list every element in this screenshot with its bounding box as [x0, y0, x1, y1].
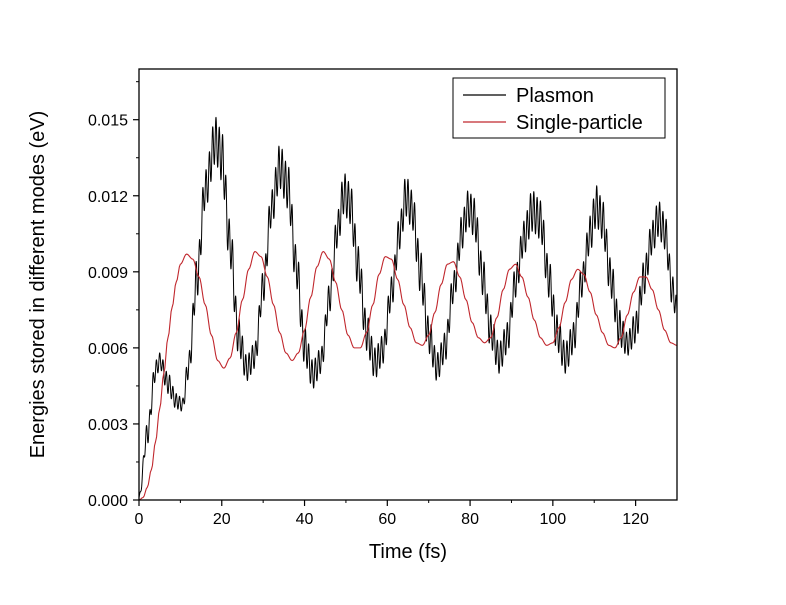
legend-label-single-particle: Single-particle: [516, 112, 643, 134]
x-axis-label: Time (fs): [369, 541, 447, 563]
x-tick-label: 120: [622, 511, 649, 528]
y-tick-label: 0.006: [88, 341, 128, 358]
legend: Plasmon Single-particle: [452, 77, 666, 139]
x-tick-label: 60: [378, 511, 396, 528]
legend-box: [452, 77, 666, 139]
series-line-plasmon: [138, 116, 678, 498]
y-tick-label: 0.009: [88, 265, 128, 282]
series-line-single-particle: [138, 250, 678, 501]
x-tick-label: 20: [213, 511, 231, 528]
legend-label-plasmon: Plasmon: [516, 85, 594, 107]
x-tick-label: 0: [135, 511, 144, 528]
plot-series: [138, 116, 678, 501]
axis-ticks: 0 20 40 60 80 100 120 0.000 0.003 0.006 0.009 0.012…: [88, 81, 649, 528]
y-axis-label: Energies stored in different modes (eV): [27, 111, 49, 459]
y-tick-label: 0.000: [88, 493, 128, 510]
y-tick-label: 0.012: [88, 189, 128, 206]
x-tick-label: 100: [539, 511, 566, 528]
plot-frame: [138, 68, 678, 501]
y-tick-label: 0.003: [88, 417, 128, 434]
x-tick-label: 40: [296, 511, 314, 528]
x-tick-label: 80: [461, 511, 479, 528]
y-tick-label: 0.015: [88, 113, 128, 130]
